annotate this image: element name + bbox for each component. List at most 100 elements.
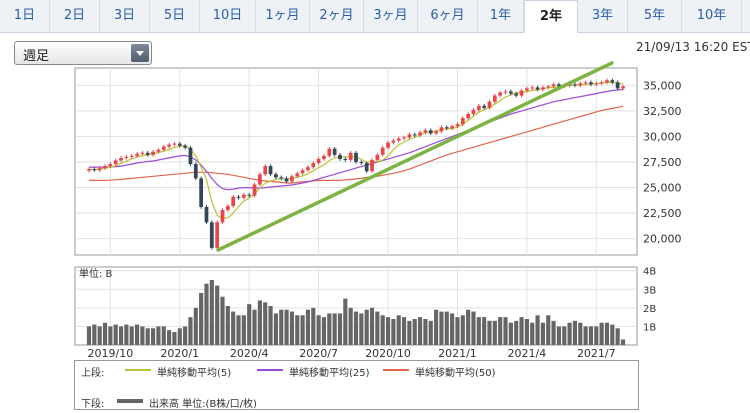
candle-body [610,80,615,83]
volume-bar [134,324,140,345]
tab-period-7[interactable]: 3ヶ月 [364,0,418,32]
volume-tick-label: 2B [643,304,656,315]
volume-bar [167,330,172,345]
candle-body [209,222,214,248]
volume-bar [220,296,225,345]
candle-body [343,158,348,160]
candle-body [482,105,487,108]
tab-period-6[interactable]: 2ヶ月 [310,0,364,32]
tab-period-2[interactable]: 3日 [100,0,150,32]
legend-upper-label: 上段: [81,368,105,379]
candle-body [471,109,476,114]
volume-bar [476,317,481,345]
tab-period-12[interactable]: 5年 [628,0,682,32]
volume-bar [482,317,487,345]
legend-volume: 出来高 単位:(B株/口/枚) [149,399,257,410]
chevron-down-icon[interactable] [131,44,149,62]
volume-bar [183,326,188,345]
x-tick-label: 2019/10 [88,347,134,360]
candle-body [177,143,182,146]
candle-body [300,170,305,174]
volume-bar [369,307,375,345]
volume-tick-label: 3B [643,285,656,296]
candle-body [460,118,465,125]
tab-period-0[interactable]: 1日 [0,0,50,32]
candle-body [530,87,535,89]
volume-bar [615,328,620,345]
candle-body [503,91,508,93]
volume-bar [284,309,289,345]
candle-body [546,86,551,88]
volume-bar [300,315,305,345]
tab-period-13[interactable]: 10年 [682,0,742,32]
candle-body [204,206,209,223]
volume-bar [263,302,268,345]
volume-bar [161,326,166,345]
volume-bar [434,309,439,345]
volume-bar [439,311,444,345]
tab-period-9[interactable]: 1年 [478,0,524,32]
legend-ma50-swatch [383,369,409,371]
tab-period-5[interactable]: 1ヶ月 [256,0,310,32]
tab-period-1[interactable]: 2日 [50,0,100,32]
candle-body [573,84,577,86]
candle-body [274,174,278,178]
volume-bar [401,317,407,345]
volume-bar [375,311,380,345]
tab-period-10[interactable]: 2年 [524,0,578,33]
volume-bar [471,311,476,345]
candle-body [225,205,230,211]
volume-bar [412,319,417,345]
volume-bar [610,324,615,345]
tab-period-3[interactable]: 5日 [150,0,200,32]
volume-bar [487,320,492,345]
candle-body [434,131,438,134]
volume-bar [193,307,198,345]
volume-bar [428,320,433,345]
candle-body [386,142,390,148]
tab-period-11[interactable]: 3年 [578,0,628,32]
candle-body [247,194,252,196]
candle-body [145,152,150,155]
volume-bar [353,311,359,345]
volume-bar [257,300,262,345]
price-tick-label: 27,500 [643,156,682,169]
volume-bar [156,326,161,345]
volume-bar [118,326,124,345]
candle-body [220,210,225,223]
tab-period-4[interactable]: 10日 [200,0,256,32]
candle-body [332,148,337,155]
candle-body [391,140,396,143]
volume-bar [150,328,156,345]
candle-body [188,147,193,165]
candle-body [316,158,321,164]
price-tick-label: 35,000 [643,79,682,92]
x-tick-label: 2020/4 [230,347,269,360]
candle-body [354,152,358,163]
volume-bar [583,326,588,345]
volume-bar [343,298,348,345]
volume-bar [444,311,449,345]
volume-bar [332,313,337,345]
candle-body [236,196,241,198]
volume-unit-label: 単位: B [79,267,113,280]
volume-bar [530,322,535,345]
volume-bar [508,322,513,345]
candle-body [172,143,177,145]
volume-bar [295,315,300,345]
volume-bar [225,306,230,345]
candle-body [322,155,326,159]
candle-body [428,130,433,134]
tab-period-8[interactable]: 6ヶ月 [418,0,478,32]
volume-bar [129,326,134,345]
volume-bar [92,324,97,345]
candle-body [129,155,134,157]
volume-bar [188,317,193,345]
volume-bar [113,324,118,345]
legend-ma5: 単純移動平均(5) [157,368,232,379]
candle-body [519,90,524,96]
candle-body [92,169,97,171]
candle-body [199,178,204,207]
candle-body [263,166,268,175]
chart-interval-select[interactable]: 週足 [14,41,152,65]
